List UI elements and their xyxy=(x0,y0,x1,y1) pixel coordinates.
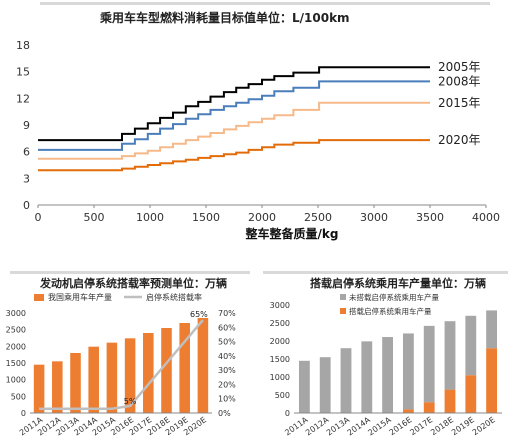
legend-label: 未搭载启停系统乘用车产量 xyxy=(349,292,439,302)
bar-segment xyxy=(340,348,352,413)
y2-tick-label: 20% xyxy=(218,380,236,389)
bar xyxy=(197,318,209,413)
y2-tick-label: 0% xyxy=(218,409,231,418)
bar-segment xyxy=(486,348,498,413)
y-tick-label: 2000 xyxy=(270,337,290,346)
x-tick-label: 500 xyxy=(84,211,105,224)
right-chart-title: 搭载启停系统乘用车产量单位：万辆 xyxy=(310,277,486,290)
y-tick-label: 2000 xyxy=(6,342,26,351)
y-tick-label: 0 xyxy=(285,409,290,418)
x-tick-label: 1000 xyxy=(136,211,164,224)
x-axis-label: 整车整备质量/kg xyxy=(245,226,339,241)
y-tick-label: 9 xyxy=(23,119,30,132)
y2-tick-label: 10% xyxy=(218,395,236,404)
x-tick-label: 2500 xyxy=(304,211,332,224)
bar-segment xyxy=(402,409,414,413)
legend-label: 启停系统搭载率 xyxy=(146,292,202,302)
series-line-2005年 xyxy=(38,66,430,142)
x-tick-label: 2017E xyxy=(408,415,434,437)
y2-tick-label: 50% xyxy=(218,338,236,347)
bar-segment xyxy=(444,389,456,413)
bar xyxy=(143,333,154,413)
bar-segment xyxy=(465,375,477,413)
bar-segment xyxy=(319,357,331,413)
bar-segment xyxy=(465,315,477,376)
legend-swatch xyxy=(34,294,44,301)
y-tick-label: 6 xyxy=(23,146,30,159)
y-tick-label: 500 xyxy=(11,392,26,401)
bar-segment xyxy=(423,402,435,413)
bar xyxy=(106,342,118,413)
annotation: 5% xyxy=(124,397,137,406)
y-tick-label: 500 xyxy=(275,391,290,400)
x-tick-label: 2016E xyxy=(388,415,414,437)
y-tick-label: 3 xyxy=(23,172,30,185)
y2-tick-label: 70% xyxy=(218,309,236,318)
x-tick-label: 2020E xyxy=(471,415,497,437)
series-line-2020年 xyxy=(38,139,430,172)
y-tick-label: 1000 xyxy=(6,376,26,385)
bar xyxy=(161,328,172,413)
bar xyxy=(70,353,81,413)
bar-segment xyxy=(382,337,394,413)
legend-label: 我国乘用车年产量 xyxy=(48,292,112,302)
legend-swatch xyxy=(340,308,346,314)
y-tick-label: 2500 xyxy=(270,319,290,328)
top-chart-title: 乘用车车型燃料消耗量目标值单位：L/100km xyxy=(100,11,350,25)
bar-segment xyxy=(444,321,456,390)
y-tick-label: 1500 xyxy=(270,355,290,364)
x-tick-label: 1500 xyxy=(192,211,220,224)
y-tick-label: 3000 xyxy=(270,301,290,310)
legend-label: 搭载启停系统乘用车产量 xyxy=(349,306,432,316)
series-label: 2020年 xyxy=(438,133,481,147)
y-tick-label: 0 xyxy=(23,199,30,212)
x-tick-label: 4000 xyxy=(472,211,500,224)
bar xyxy=(33,364,45,413)
annotation: 65% xyxy=(190,310,208,319)
bar xyxy=(124,338,136,413)
y-tick-label: 1500 xyxy=(6,359,26,368)
x-tick-label: 2015A xyxy=(366,415,393,437)
y-tick-label: 12 xyxy=(16,92,30,105)
bar-segment xyxy=(486,310,498,349)
x-tick-label: 2019E xyxy=(450,415,476,437)
y-tick-label: 1000 xyxy=(270,373,290,382)
y-tick-label: 2500 xyxy=(6,326,26,335)
bar xyxy=(88,346,99,413)
bar-segment xyxy=(402,333,414,410)
series-label: 2008年 xyxy=(438,74,481,88)
y-tick-label: 0 xyxy=(21,409,26,418)
series-label: 2015年 xyxy=(438,96,481,110)
rate-line xyxy=(39,319,204,410)
left-chart-title: 发动机启停系统搭载率预测单位：万辆 xyxy=(40,277,227,290)
bar xyxy=(179,323,190,413)
left-title-bar xyxy=(10,271,250,274)
y-tick-label: 18 xyxy=(16,39,30,52)
y2-tick-label: 30% xyxy=(218,366,236,375)
y2-tick-label: 40% xyxy=(218,352,236,361)
top-title-bar xyxy=(40,2,490,5)
bar-segment xyxy=(423,325,435,403)
legend-swatch xyxy=(340,294,346,300)
bar-segment xyxy=(298,360,310,413)
x-tick-label: 2000 xyxy=(248,211,276,224)
x-tick-label: 2018E xyxy=(429,415,455,437)
y-tick-label: 3000 xyxy=(6,309,26,318)
right-title-bar xyxy=(263,271,508,274)
x-tick-label: 3000 xyxy=(360,211,388,224)
y-tick-label: 15 xyxy=(16,66,30,79)
x-tick-label: 3500 xyxy=(416,211,444,224)
series-label: 2005年 xyxy=(438,60,481,74)
x-tick-label: 0 xyxy=(35,211,42,224)
series-line-2008年 xyxy=(38,80,430,151)
y2-tick-label: 60% xyxy=(218,323,236,332)
series-line-2015年 xyxy=(38,101,430,160)
bar-segment xyxy=(361,341,373,413)
bar xyxy=(52,361,63,413)
